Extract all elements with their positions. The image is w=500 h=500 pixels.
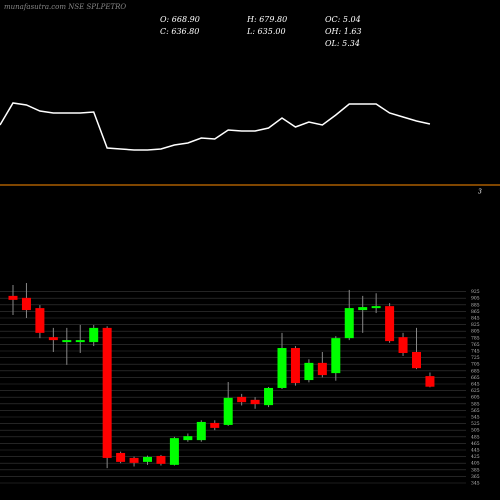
y-tick-label: 925 [471,289,480,295]
ohlc-info: C: 636.80 [160,27,199,36]
y-tick-label: 345 [471,481,480,487]
candle-body [223,397,233,425]
candle-body [371,306,381,309]
candle-body [62,340,72,343]
candle-body [425,376,435,387]
ohlc-info: OH: 1.63 [325,27,362,36]
ohlc-info: O: 668.90 [160,15,200,24]
candle-body [89,327,99,343]
candle-body [156,455,166,464]
candle-body [277,348,287,388]
y-tick-label: 605 [471,395,480,401]
candle-body [21,297,31,311]
y-tick-label: 485 [471,434,480,440]
y-tick-label: 505 [471,428,480,434]
y-tick-label: 725 [471,355,480,361]
candle-body [143,456,152,462]
candle-body [183,436,193,441]
y-tick-label: 765 [471,342,480,348]
candle-body [264,387,274,406]
y-tick-label: 365 [471,474,480,480]
indicator-line [0,102,431,151]
y-tick-label: 525 [471,421,480,427]
candle-body [385,306,395,342]
y-tick-label: 685 [471,368,480,374]
y-tick-label: 745 [471,349,480,355]
candle-body [237,396,247,403]
ohlc-info: OC: 5.04 [325,15,361,24]
candle-body [210,422,220,428]
y-tick-label: 905 [471,296,480,302]
y-tick-label: 565 [471,408,480,414]
candle-body [250,399,260,405]
candle-body [412,351,421,369]
y-tick-label: 805 [471,329,480,335]
candle-body [331,338,341,374]
ohlc-info: L: 635.00 [246,27,286,36]
candle-body [75,340,85,343]
y-tick-label: 465 [471,441,480,447]
candle-body [35,308,45,333]
candle-body [358,307,368,311]
y-tick-label: 825 [471,322,480,328]
candle-body [344,308,354,339]
ohlc-info: H: 679.80 [246,15,287,24]
y-tick-label: 445 [471,448,480,454]
y-tick-label: 705 [471,362,480,368]
watermark-title: munafasutra.com NSE SPLPETRO [4,3,126,11]
candle-body [169,438,179,465]
y-tick-label: 385 [471,467,480,473]
candle-body [102,327,112,458]
candle-body [8,295,18,300]
candle-body [290,348,300,384]
y-tick-label: 585 [471,401,480,407]
y-tick-label: 545 [471,415,480,421]
candle-body [398,337,408,353]
y-tick-label: 665 [471,375,480,381]
candle-body [317,362,327,376]
y-tick-label: 645 [471,382,480,388]
candle-body [304,362,314,381]
y-tick-label: 625 [471,388,480,394]
ohlc-info: OL: 5.34 [325,39,360,48]
y-tick-label: 405 [471,461,480,467]
y-tick-label: 845 [471,316,480,322]
y-tick-label: 785 [471,335,480,341]
candle-body [48,337,58,341]
reference-label: 3 [478,189,482,196]
y-tick-label: 885 [471,302,480,308]
y-tick-label: 865 [471,309,480,315]
candle-body [196,421,206,441]
candle-body [116,452,126,462]
candle-body [129,457,139,463]
y-tick-label: 425 [471,454,480,460]
